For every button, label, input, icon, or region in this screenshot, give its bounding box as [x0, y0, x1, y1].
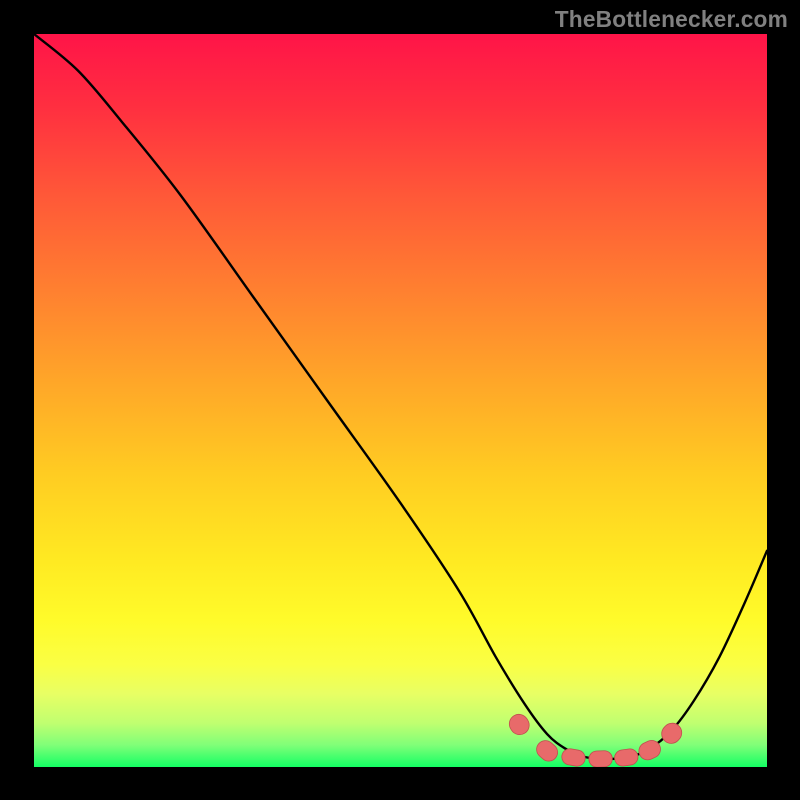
watermark-text: TheBottlenecker.com	[555, 6, 788, 33]
data-marker	[506, 711, 533, 739]
data-marker	[614, 748, 639, 767]
data-marker	[561, 747, 587, 767]
plot-area	[34, 34, 767, 767]
bottleneck-curve	[34, 34, 767, 759]
curve-layer	[34, 34, 767, 767]
chart-container: TheBottlenecker.com	[0, 0, 800, 800]
data-marker	[533, 737, 561, 765]
data-marker	[658, 719, 686, 747]
data-marker	[589, 750, 613, 767]
